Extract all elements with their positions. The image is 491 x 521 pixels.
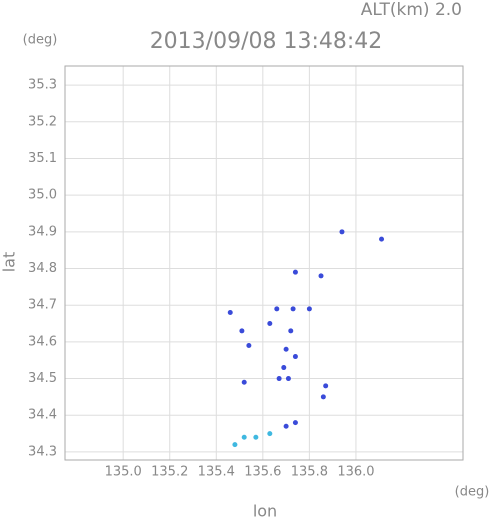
y-tick-label: 35.1	[28, 151, 57, 166]
radar-echo	[267, 321, 273, 327]
radar-echo	[339, 229, 345, 235]
y-tick-label: 34.6	[28, 334, 57, 349]
radar-echo	[306, 306, 312, 312]
radar-echo	[292, 420, 298, 426]
x-tick-label: 135.6	[244, 465, 281, 480]
y-tick-label: 34.4	[28, 408, 57, 423]
radar-echo	[320, 394, 326, 400]
radar-echo	[283, 423, 289, 429]
y-tick-label: 34.8	[28, 261, 57, 276]
y-tick-label: 34.9	[28, 224, 57, 239]
x-tick-label: 135.4	[198, 465, 235, 480]
x-tick-label: 135.8	[291, 465, 328, 480]
chart-title: 2013/09/08 13:48:42	[150, 29, 383, 54]
radar-echo	[379, 236, 385, 242]
x-tick-label: 135.2	[151, 465, 188, 480]
y-tick-label: 35.3	[28, 78, 57, 93]
radar-echo	[253, 434, 259, 440]
radar-echo	[246, 343, 252, 349]
radar-echo	[241, 379, 247, 385]
y-tick-label: 35.0	[28, 188, 57, 203]
radar-echo	[276, 376, 282, 382]
radar-echo	[323, 383, 329, 389]
radar-echo	[274, 306, 280, 312]
radar-echo	[241, 434, 247, 440]
radar-echo	[292, 354, 298, 360]
radar-echo	[239, 328, 245, 334]
y-tick-label: 34.5	[28, 371, 57, 386]
radar-echo	[232, 442, 238, 448]
radar-echo	[288, 328, 294, 334]
plot-frame	[64, 65, 464, 461]
y-unit: (deg)	[23, 33, 58, 48]
y-axis-label: lat	[0, 252, 19, 273]
x-axis-label: lon	[253, 502, 277, 521]
x-unit: (deg)	[455, 485, 490, 500]
radar-echo	[292, 269, 298, 275]
y-tick-label: 35.2	[28, 114, 57, 129]
chart-subtitle: ALT(km) 2.0	[361, 0, 462, 20]
radar-echo	[285, 376, 291, 382]
y-tick-label: 34.3	[28, 444, 57, 459]
x-tick-label: 135.0	[105, 465, 142, 480]
radar-echo	[290, 306, 296, 312]
y-tick-label: 34.7	[28, 298, 57, 313]
radar-echo	[227, 310, 233, 316]
radar-echo	[267, 431, 273, 437]
radar-echo	[281, 365, 287, 371]
x-tick-label: 136.0	[337, 465, 374, 480]
radar-echo	[318, 273, 324, 279]
radar-echo	[283, 346, 289, 352]
